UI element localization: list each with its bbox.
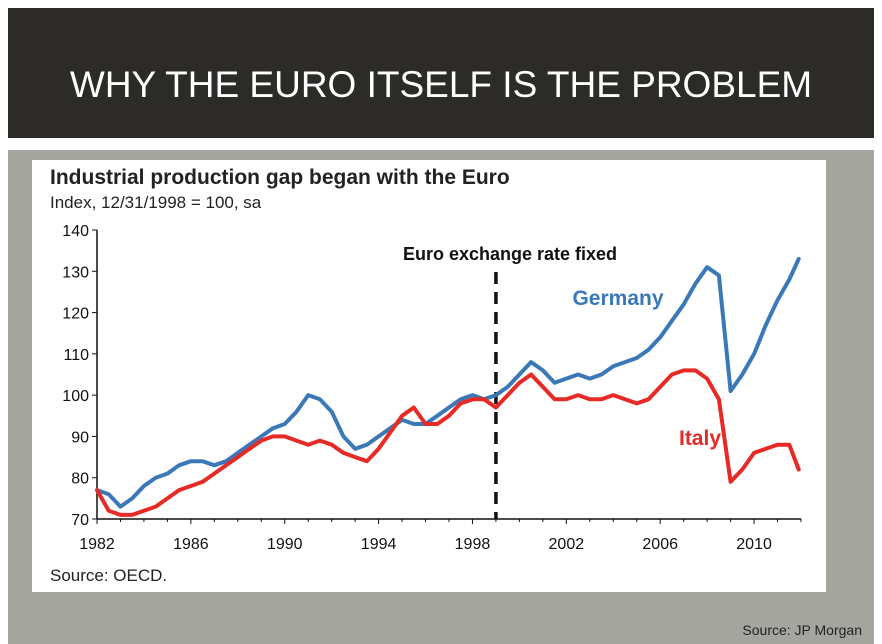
y-tick-label: 130: [62, 264, 89, 281]
x-tick-label: 2006: [642, 536, 678, 553]
y-tick-label: 100: [62, 388, 89, 405]
slide-title: WHY THE EURO ITSELF IS THE PROBLEM: [69, 64, 813, 105]
series-line-germany: [95, 256, 801, 509]
series-label-italy: Italy: [679, 427, 721, 450]
y-tick-label: 70: [71, 512, 89, 529]
slide-source: Source: JP Morgan: [742, 622, 862, 638]
chart-subtitle: Index, 12/31/1998 = 100, sa: [50, 193, 262, 212]
euro-fixed-annotation: Euro exchange rate fixed: [403, 244, 617, 264]
y-tick-label: 140: [62, 223, 89, 240]
x-tick-label: 1986: [173, 536, 209, 553]
x-tick-label: 2010: [736, 536, 772, 553]
series-line-italy: [95, 368, 801, 517]
x-tick-label: 2002: [549, 536, 585, 553]
y-tick-label: 90: [71, 429, 89, 446]
series-label-germany: Germany: [572, 287, 663, 310]
y-tick-label: 80: [71, 471, 89, 488]
x-tick-label: 1990: [267, 536, 303, 553]
chart-source: Source: OECD.: [50, 566, 168, 585]
y-tick-label: 110: [63, 347, 89, 364]
plot-area: [97, 230, 801, 519]
x-tick-label: 1982: [79, 536, 115, 553]
x-tick-label: 1998: [455, 536, 491, 553]
x-tick-label: 1994: [361, 536, 397, 553]
y-tick-label: 120: [62, 306, 89, 323]
title-band: WHY THE EURO ITSELF IS THE PROBLEM: [8, 8, 874, 138]
chart-title: Industrial production gap began with the…: [50, 166, 510, 189]
